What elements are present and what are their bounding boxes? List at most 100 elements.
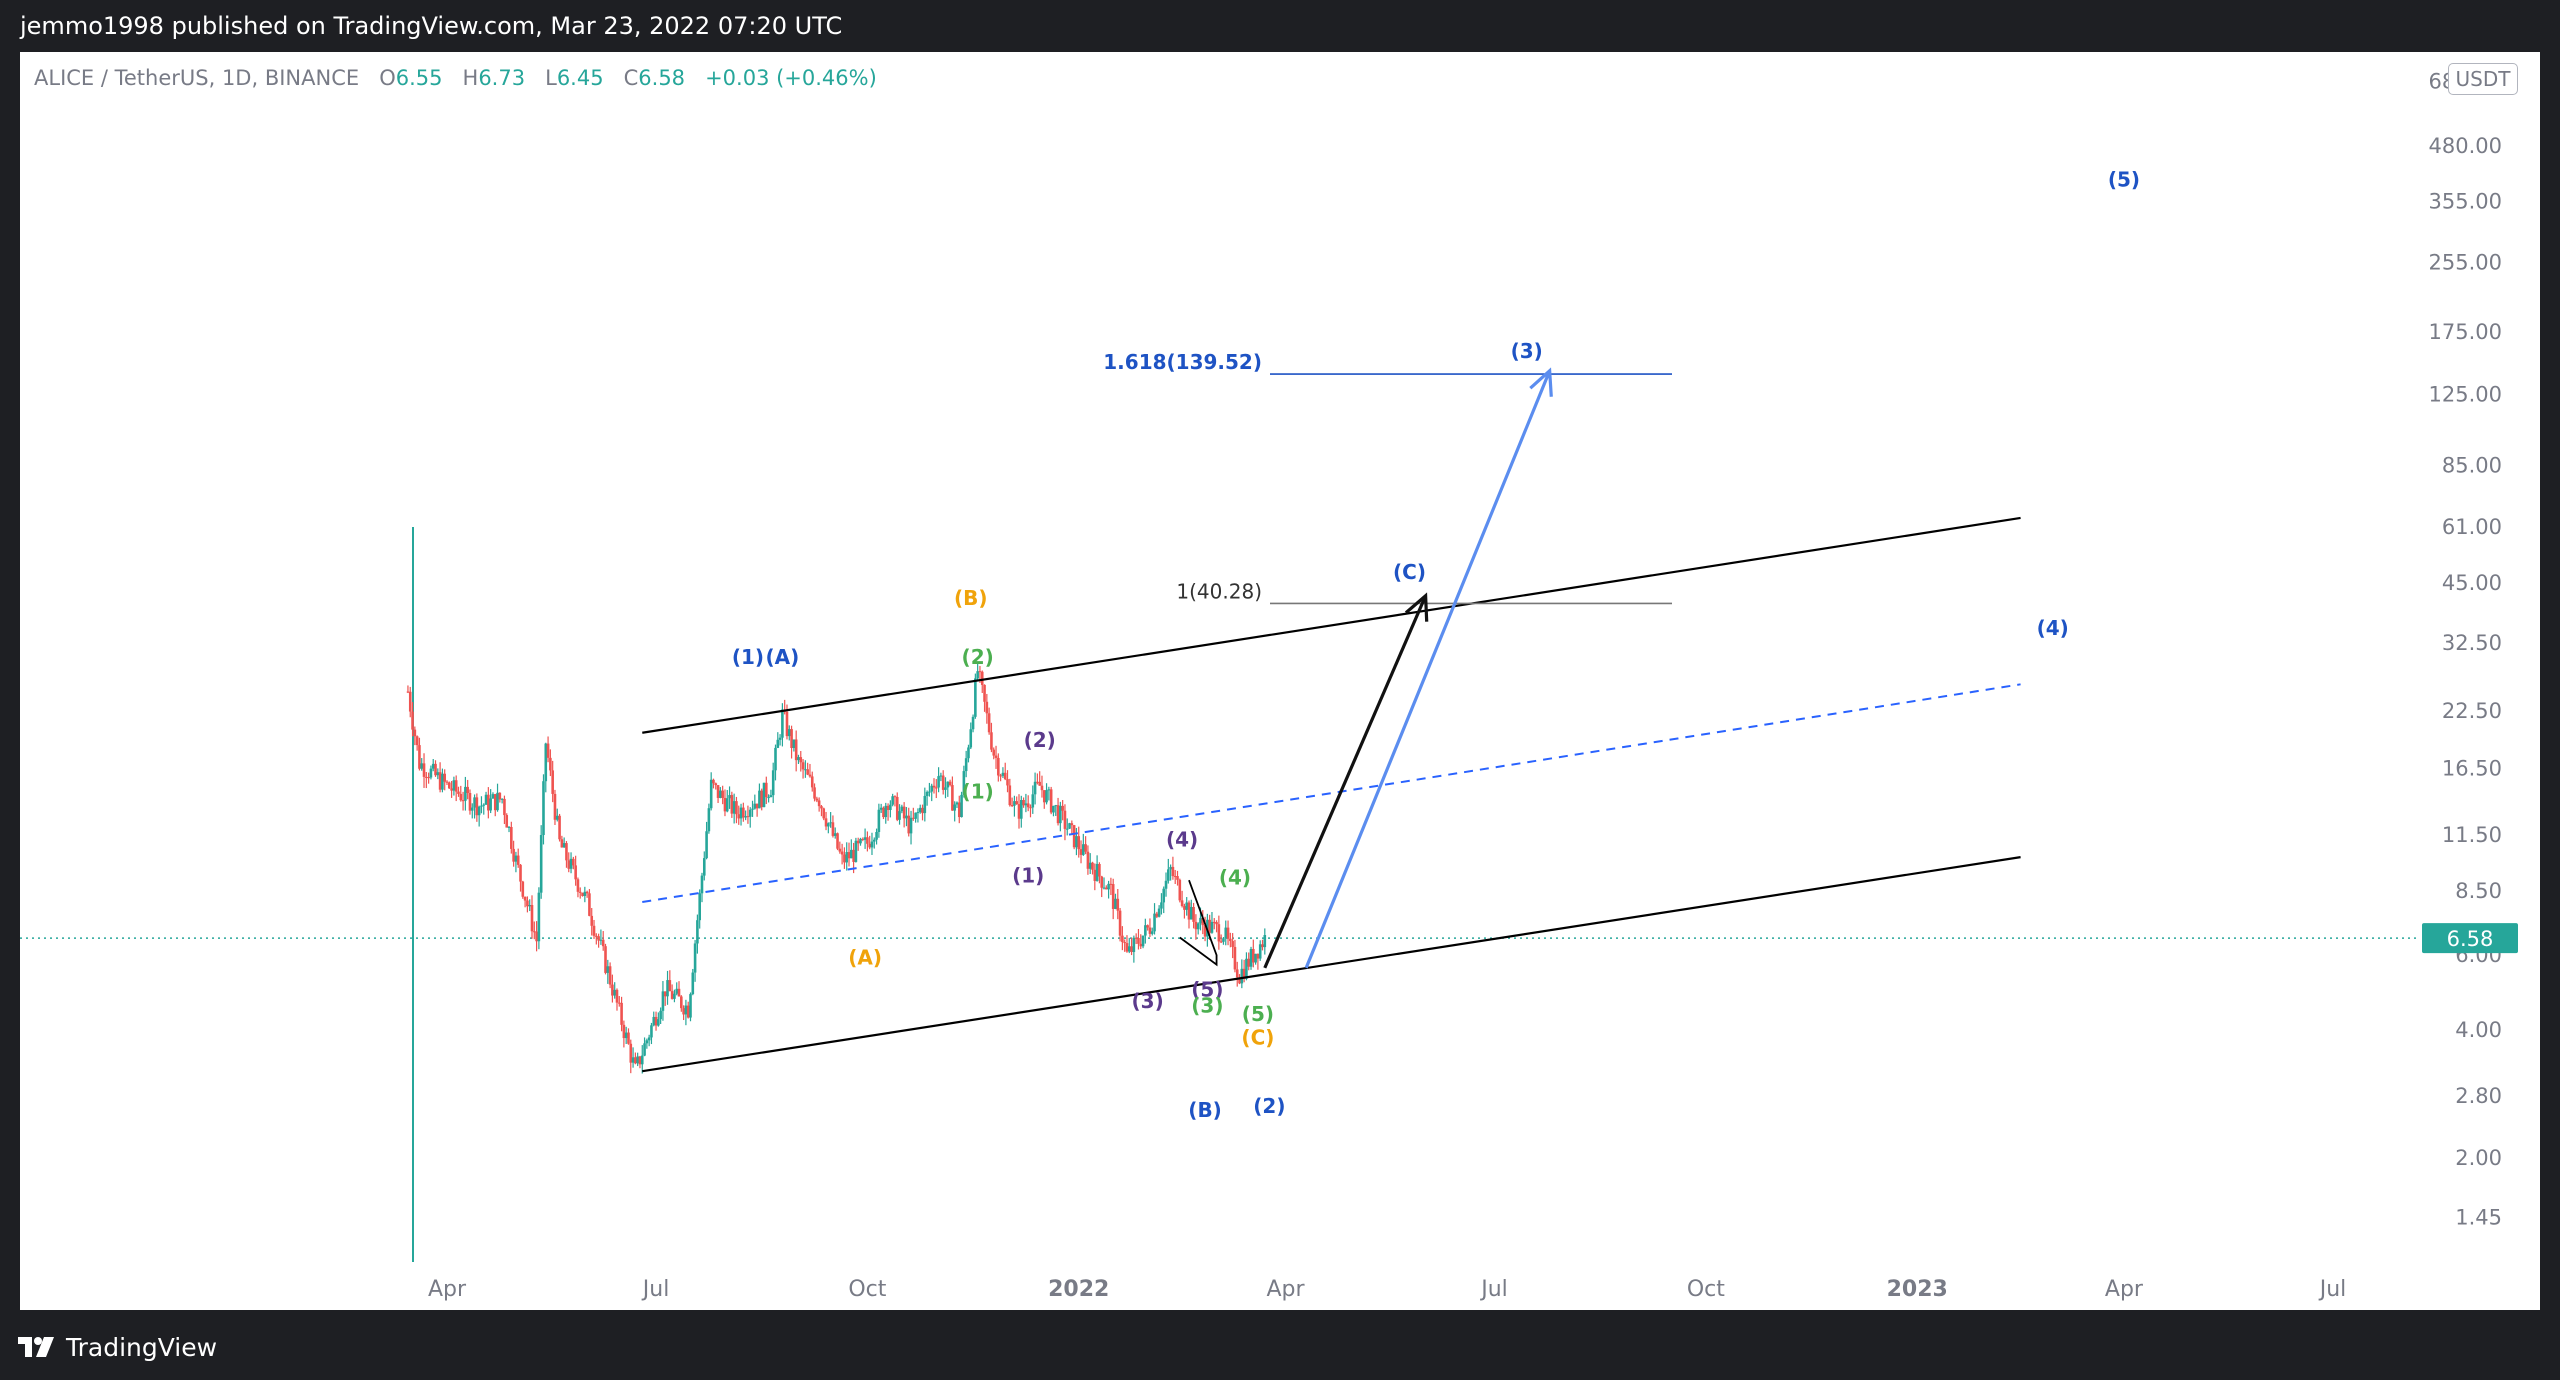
- chart-frame[interactable]: 1.618(139.52) 1(40.28) (1) (A) (B) (2) (2) (1)…: [20, 52, 2540, 1310]
- candle-body: [1130, 946, 1133, 953]
- x-tick-label: Jul: [1479, 1277, 1508, 1302]
- candle-body: [999, 775, 1002, 777]
- candle-body: [640, 1055, 644, 1065]
- candle-body: [1123, 942, 1126, 944]
- candle-body: [1141, 935, 1145, 947]
- candle-body: [852, 849, 855, 862]
- candle-body: [781, 709, 784, 738]
- candle-body: [624, 1032, 628, 1039]
- candle-body: [1148, 927, 1152, 934]
- blue-arrow-head: [1529, 367, 1553, 397]
- candle-body: [551, 770, 554, 794]
- candle-body: [613, 989, 616, 996]
- candle-body: [466, 786, 469, 793]
- candle-body: [742, 807, 745, 818]
- current-price-badge: [2422, 923, 2518, 954]
- candle-body: [1116, 898, 1120, 911]
- candle-body: [1240, 968, 1244, 984]
- candle-body: [1029, 807, 1032, 809]
- candle-body: [1167, 869, 1170, 881]
- candle-body: [1070, 823, 1074, 826]
- candle-body: [461, 800, 465, 802]
- candle-body: [1031, 794, 1035, 808]
- candle-body: [1047, 789, 1051, 791]
- candle-body: [1132, 937, 1136, 953]
- candle-body: [769, 795, 773, 798]
- candle-body: [1008, 785, 1012, 806]
- candle-body: [620, 1002, 623, 1025]
- low-label: L: [545, 66, 557, 90]
- candle-body: [1107, 883, 1110, 890]
- candle-body: [960, 794, 963, 818]
- candle-body: [935, 787, 938, 789]
- candle-body: [654, 1016, 658, 1026]
- candle-body: [519, 864, 522, 882]
- y-tick-label: 45.00: [2442, 571, 2502, 595]
- candle-body: [1019, 799, 1023, 819]
- candle-body: [1022, 799, 1025, 806]
- candle-body: [496, 792, 499, 811]
- candle-body: [909, 817, 913, 834]
- candle-body: [498, 792, 502, 800]
- candle-body: [831, 822, 835, 836]
- candle-body: [1254, 953, 1257, 963]
- candle-body: [425, 776, 428, 778]
- candle-body: [413, 729, 417, 737]
- candle-body: [1077, 836, 1081, 850]
- x-tick-label: Apr: [2105, 1277, 2144, 1302]
- candle-body: [617, 1002, 621, 1004]
- price-chart[interactable]: 1.618(139.52)1(40.28) (1) (A)(B)(2)(2)(1)…: [20, 52, 2540, 1310]
- candle-body: [659, 1010, 662, 1020]
- candle-body: [634, 1057, 637, 1064]
- candle-body: [418, 745, 421, 769]
- candle-body: [526, 900, 529, 907]
- candle-body: [542, 781, 545, 836]
- tradingview-logo[interactable]: TradingView: [18, 1332, 217, 1362]
- candle-body: [650, 1025, 653, 1038]
- time-axis: Apr Jul Oct 2022 Apr Jul Oct 2023 Apr Jul: [428, 1277, 2346, 1302]
- candle-body: [459, 793, 463, 801]
- candle-body: [477, 806, 481, 816]
- candle-body: [1015, 801, 1019, 805]
- candle-body: [682, 1008, 685, 1015]
- candle-body: [700, 875, 704, 894]
- candle-body: [889, 804, 892, 810]
- candle-body: [1212, 921, 1216, 923]
- candle-body: [670, 991, 674, 999]
- candle-body: [443, 773, 447, 782]
- candle-body: [845, 852, 849, 863]
- candle-body: [585, 891, 589, 894]
- candle-body: [429, 768, 433, 778]
- wave-label: (C): [1393, 560, 1426, 584]
- candle-body: [512, 848, 515, 862]
- candle-body: [1033, 781, 1037, 795]
- candle-body: [969, 729, 973, 748]
- high-value: 6.73: [478, 66, 526, 90]
- candle-body: [810, 776, 814, 788]
- footer-bar: TradingView: [0, 1310, 2560, 1380]
- candle-body: [1134, 937, 1138, 939]
- candle-body: [1252, 948, 1255, 963]
- candle-body: [928, 791, 931, 793]
- candle-body: [978, 671, 982, 673]
- candle-body: [1075, 836, 1078, 848]
- candle-body: [859, 838, 862, 844]
- candle-body: [778, 737, 782, 740]
- candle-body: [765, 782, 768, 798]
- currency-button[interactable]: USDT: [2448, 63, 2518, 95]
- candle-body: [1063, 810, 1067, 829]
- candle-body: [431, 763, 435, 769]
- candle-body: [661, 991, 665, 1011]
- x-tick-label: Jul: [2318, 1277, 2347, 1302]
- price-axis: 680.00480.00355.00255.00175.00125.0085.0…: [2422, 70, 2518, 1229]
- candle-body: [967, 747, 970, 759]
- candle-body: [1111, 884, 1115, 909]
- candle-body: [916, 812, 920, 814]
- black-arrow-head: [1404, 592, 1429, 622]
- candle-body: [868, 843, 871, 848]
- candle-body: [804, 769, 807, 771]
- wave-labels-layer: (1) (A)(B)(2)(2)(1)(1)(A)(4)(4)(3) (5)(3)(…: [732, 168, 2140, 1122]
- candle-body: [939, 775, 943, 777]
- candle-body: [827, 823, 830, 827]
- candle-body: [1054, 805, 1058, 807]
